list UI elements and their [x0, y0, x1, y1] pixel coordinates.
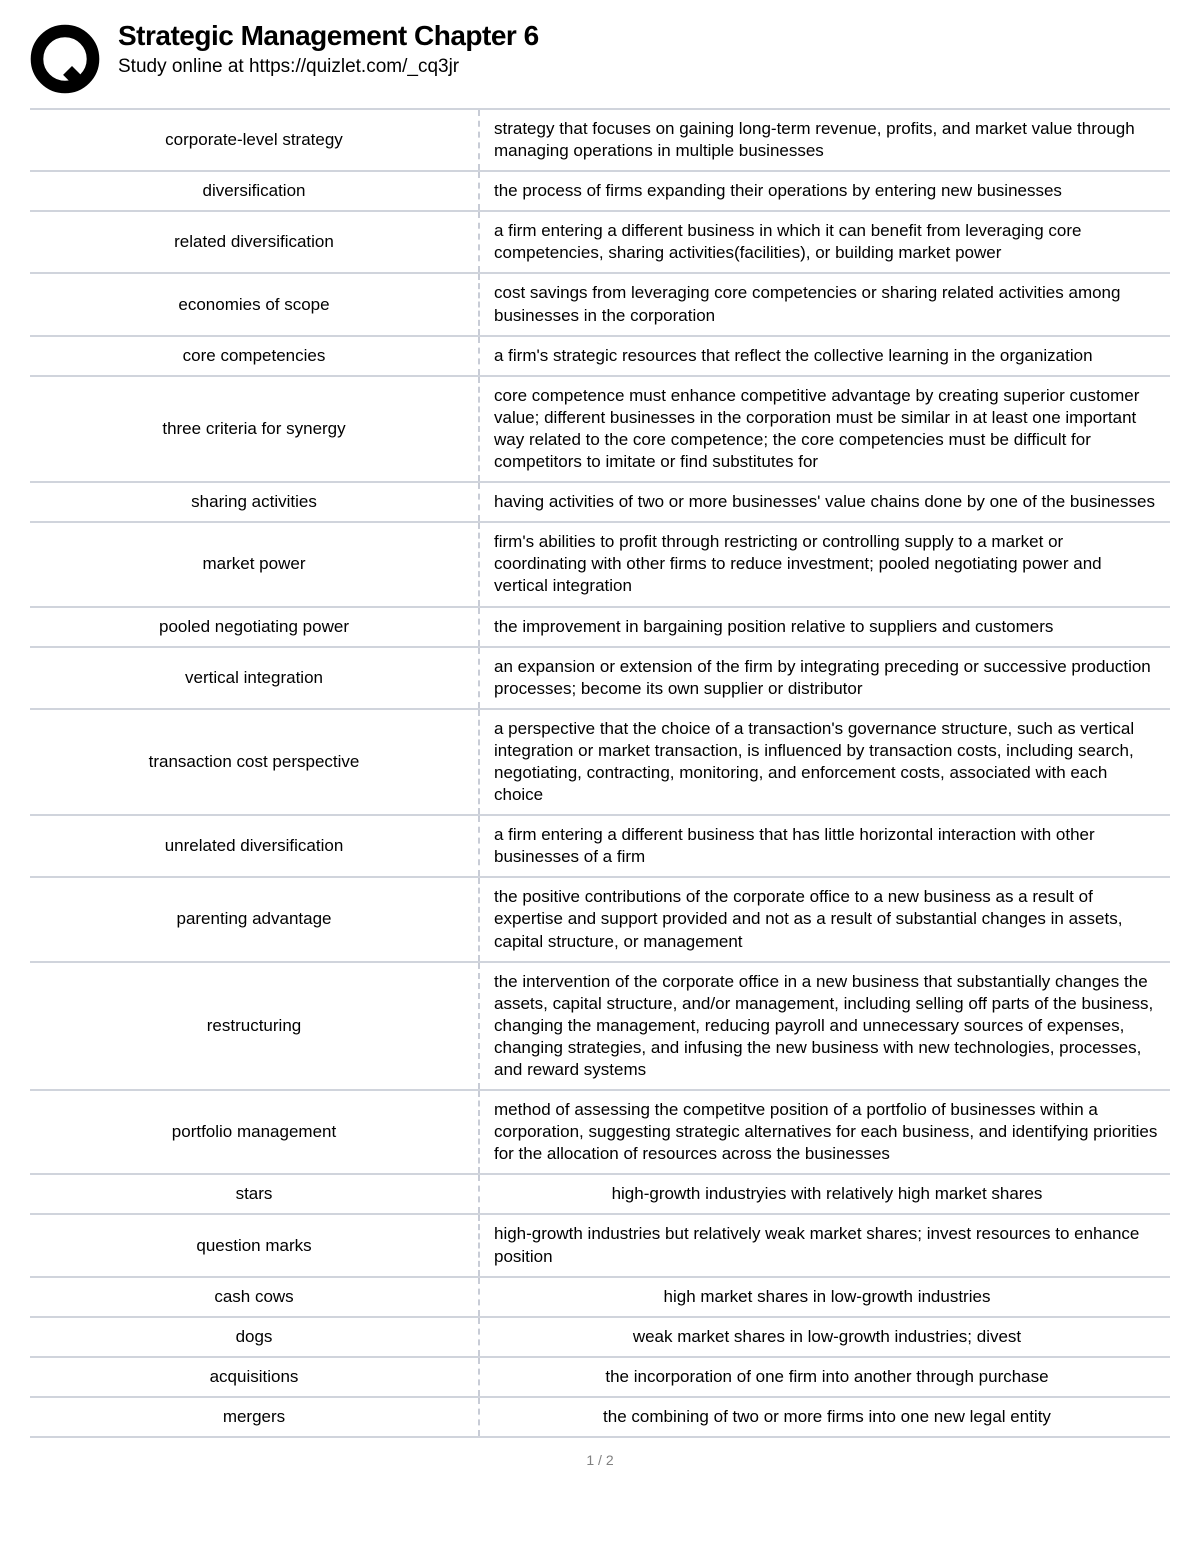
- definition-cell: strategy that focuses on gaining long-te…: [480, 110, 1170, 170]
- term-cell: question marks: [30, 1215, 480, 1275]
- table-row: unrelated diversificationa firm entering…: [30, 814, 1170, 876]
- table-row: restructuringthe intervention of the cor…: [30, 961, 1170, 1089]
- definition-cell: the incorporation of one firm into anoth…: [480, 1358, 1170, 1396]
- definition-cell: the combining of two or more firms into …: [480, 1398, 1170, 1436]
- definition-cell: a firm's strategic resources that reflec…: [480, 337, 1170, 375]
- term-cell: diversification: [30, 172, 480, 210]
- table-row: sharing activitieshaving activities of t…: [30, 481, 1170, 521]
- table-row: pooled negotiating powerthe improvement …: [30, 606, 1170, 646]
- table-row: starshigh-growth industryies with relati…: [30, 1173, 1170, 1213]
- table-row: market powerfirm's abilities to profit t…: [30, 521, 1170, 605]
- term-cell: cash cows: [30, 1278, 480, 1316]
- table-row: mergersthe combining of two or more firm…: [30, 1396, 1170, 1438]
- definition-cell: cost savings from leveraging core compet…: [480, 274, 1170, 334]
- definition-cell: the intervention of the corporate office…: [480, 963, 1170, 1089]
- table-row: economies of scopecost savings from leve…: [30, 272, 1170, 334]
- term-cell: corporate-level strategy: [30, 110, 480, 170]
- table-row: vertical integrationan expansion or exte…: [30, 646, 1170, 708]
- terms-table: corporate-level strategystrategy that fo…: [30, 108, 1170, 1438]
- definition-cell: having activities of two or more busines…: [480, 483, 1170, 521]
- definition-cell: high market shares in low-growth industr…: [480, 1278, 1170, 1316]
- definition-cell: core competence must enhance competitive…: [480, 377, 1170, 481]
- definition-cell: the process of firms expanding their ope…: [480, 172, 1170, 210]
- table-row: question markshigh-growth industries but…: [30, 1213, 1170, 1275]
- table-row: cash cowshigh market shares in low-growt…: [30, 1276, 1170, 1316]
- definition-cell: firm's abilities to profit through restr…: [480, 523, 1170, 605]
- term-cell: transaction cost perspective: [30, 710, 480, 814]
- definition-cell: an expansion or extension of the firm by…: [480, 648, 1170, 708]
- definition-cell: a firm entering a different business tha…: [480, 816, 1170, 876]
- table-row: diversificationthe process of firms expa…: [30, 170, 1170, 210]
- definition-cell: high-growth industryies with relatively …: [480, 1175, 1170, 1213]
- table-row: acquisitionsthe incorporation of one fir…: [30, 1356, 1170, 1396]
- definition-cell: method of assessing the competitve posit…: [480, 1091, 1170, 1173]
- definition-cell: weak market shares in low-growth industr…: [480, 1318, 1170, 1356]
- term-cell: related diversification: [30, 212, 480, 272]
- term-cell: parenting advantage: [30, 878, 480, 960]
- term-cell: mergers: [30, 1398, 480, 1436]
- header-text: Strategic Management Chapter 6 Study onl…: [118, 20, 539, 78]
- term-cell: unrelated diversification: [30, 816, 480, 876]
- table-row: core competenciesa firm's strategic reso…: [30, 335, 1170, 375]
- table-row: three criteria for synergycore competenc…: [30, 375, 1170, 481]
- term-cell: economies of scope: [30, 274, 480, 334]
- page-header: Strategic Management Chapter 6 Study onl…: [30, 20, 1170, 94]
- term-cell: sharing activities: [30, 483, 480, 521]
- term-cell: restructuring: [30, 963, 480, 1089]
- term-cell: stars: [30, 1175, 480, 1213]
- page-number: 1 / 2: [30, 1452, 1170, 1468]
- table-row: transaction cost perspectivea perspectiv…: [30, 708, 1170, 814]
- page-subtitle: Study online at https://quizlet.com/_cq3…: [118, 56, 539, 78]
- term-cell: acquisitions: [30, 1358, 480, 1396]
- definition-cell: high-growth industries but relatively we…: [480, 1215, 1170, 1275]
- definition-cell: a perspective that the choice of a trans…: [480, 710, 1170, 814]
- table-row: portfolio managementmethod of assessing …: [30, 1089, 1170, 1173]
- page-title: Strategic Management Chapter 6: [118, 20, 539, 52]
- table-row: parenting advantagethe positive contribu…: [30, 876, 1170, 960]
- term-cell: market power: [30, 523, 480, 605]
- table-row: corporate-level strategystrategy that fo…: [30, 108, 1170, 170]
- quizlet-logo-icon: [30, 24, 100, 94]
- table-row: related diversificationa firm entering a…: [30, 210, 1170, 272]
- table-row: dogsweak market shares in low-growth ind…: [30, 1316, 1170, 1356]
- term-cell: pooled negotiating power: [30, 608, 480, 646]
- term-cell: three criteria for synergy: [30, 377, 480, 481]
- term-cell: vertical integration: [30, 648, 480, 708]
- definition-cell: a firm entering a different business in …: [480, 212, 1170, 272]
- term-cell: core competencies: [30, 337, 480, 375]
- term-cell: dogs: [30, 1318, 480, 1356]
- definition-cell: the positive contributions of the corpor…: [480, 878, 1170, 960]
- term-cell: portfolio management: [30, 1091, 480, 1173]
- definition-cell: the improvement in bargaining position r…: [480, 608, 1170, 646]
